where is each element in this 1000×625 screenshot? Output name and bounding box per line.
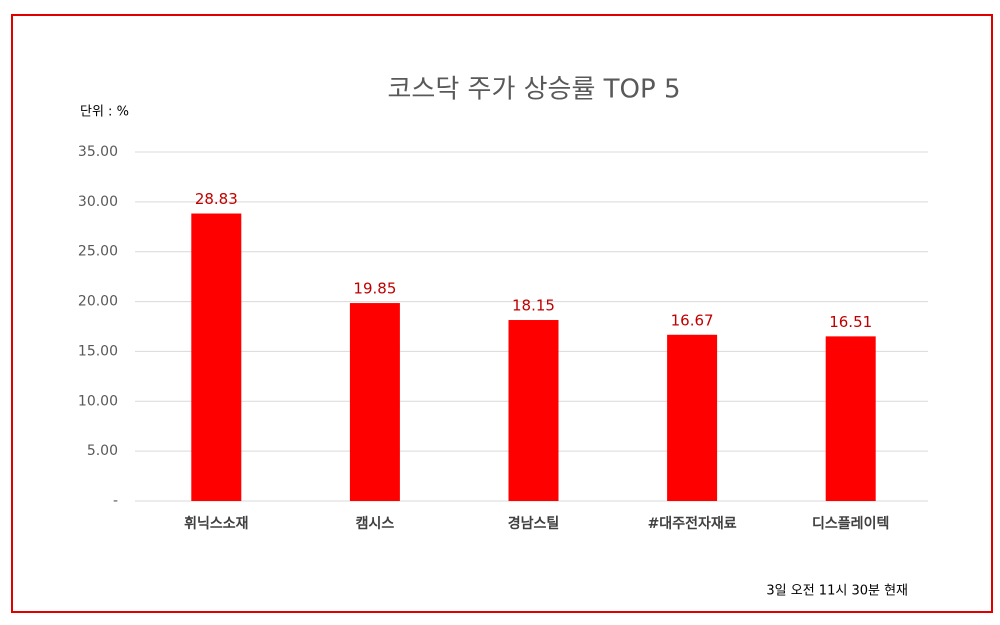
bar: [191, 213, 242, 501]
bar: [667, 334, 718, 501]
y-tick-label: 10.00: [78, 393, 118, 409]
y-tick-label: 30.00: [78, 194, 118, 210]
note: 3일 오전 11시 30분 현재: [766, 584, 908, 599]
value-label: 28.83: [195, 190, 238, 208]
value-label: 16.67: [671, 311, 714, 329]
bar: [508, 320, 559, 501]
x-tick-label: #대주전자재료: [648, 515, 737, 532]
bar: [349, 303, 400, 501]
chart-title: 코스닥 주가 상승률 TOP 5: [388, 75, 681, 105]
value-label: 19.85: [353, 280, 396, 298]
y-tick-label: 15.00: [78, 343, 118, 359]
unit-label: 단위 : %: [80, 105, 129, 120]
y-tick-label: -: [113, 493, 118, 509]
y-tick-label: 35.00: [78, 144, 118, 160]
x-tick-label: 캠시스: [356, 515, 395, 532]
y-tick-label: 5.00: [87, 443, 118, 459]
value-label: 18.15: [512, 297, 555, 315]
y-tick-label: 25.00: [78, 244, 118, 260]
bar: [825, 336, 876, 501]
x-tick-label: 휘닉스소재: [184, 515, 248, 532]
y-tick-label: 20.00: [78, 294, 118, 310]
x-tick-label: 경남스틸: [508, 515, 560, 532]
x-tick-label: 디스플레이텍: [812, 515, 889, 532]
chart-border: [11, 14, 993, 613]
value-label: 16.51: [829, 313, 872, 331]
